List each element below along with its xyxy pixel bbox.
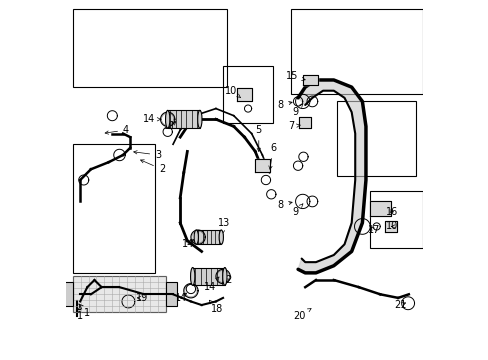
Polygon shape bbox=[384, 221, 396, 232]
Text: 9: 9 bbox=[291, 204, 302, 217]
Polygon shape bbox=[303, 75, 317, 85]
Text: 8: 8 bbox=[277, 100, 291, 110]
Bar bbox=[369, 191, 422, 248]
Ellipse shape bbox=[197, 111, 202, 128]
Text: 20: 20 bbox=[292, 309, 310, 321]
Text: 11: 11 bbox=[164, 121, 176, 131]
Text: 19: 19 bbox=[136, 293, 148, 303]
Text: 13: 13 bbox=[218, 218, 230, 234]
Bar bbox=[73, 144, 155, 273]
Polygon shape bbox=[298, 117, 311, 128]
Bar bbox=[196, 230, 221, 244]
Bar bbox=[73, 276, 165, 312]
Ellipse shape bbox=[190, 267, 194, 285]
Text: 14: 14 bbox=[175, 293, 187, 303]
Bar bbox=[223, 66, 272, 123]
Text: 12: 12 bbox=[221, 275, 233, 285]
Text: 4: 4 bbox=[105, 125, 129, 135]
Polygon shape bbox=[237, 88, 251, 100]
Text: 10: 10 bbox=[385, 221, 397, 231]
Text: 8: 8 bbox=[277, 200, 291, 210]
Polygon shape bbox=[369, 202, 390, 216]
Bar bbox=[290, 9, 422, 94]
Text: 3: 3 bbox=[133, 150, 161, 160]
Bar bbox=[192, 267, 224, 285]
Ellipse shape bbox=[219, 230, 223, 244]
Text: 5: 5 bbox=[255, 125, 262, 152]
Bar bbox=[337, 102, 415, 176]
Text: 17: 17 bbox=[367, 225, 380, 235]
Text: 9: 9 bbox=[291, 104, 302, 117]
Polygon shape bbox=[255, 159, 269, 172]
Text: 18: 18 bbox=[209, 300, 223, 314]
Text: 6: 6 bbox=[268, 143, 276, 169]
Text: 10: 10 bbox=[224, 86, 240, 98]
Text: 14: 14 bbox=[182, 239, 194, 249]
Ellipse shape bbox=[165, 111, 169, 128]
Text: 16: 16 bbox=[385, 207, 397, 217]
Ellipse shape bbox=[222, 267, 226, 285]
Bar bbox=[192, 267, 224, 285]
Polygon shape bbox=[298, 80, 365, 273]
Bar bbox=[167, 111, 200, 128]
Text: 14: 14 bbox=[142, 114, 161, 124]
Text: 15: 15 bbox=[285, 71, 305, 81]
Bar bbox=[165, 282, 176, 306]
Bar bbox=[73, 9, 226, 87]
Bar bbox=[62, 282, 73, 306]
Bar bbox=[167, 111, 200, 128]
Text: 2: 2 bbox=[141, 160, 164, 174]
Text: 21: 21 bbox=[394, 300, 406, 310]
Text: 14: 14 bbox=[203, 277, 219, 292]
Ellipse shape bbox=[194, 230, 198, 244]
Text: 7: 7 bbox=[287, 121, 300, 131]
Bar bbox=[196, 230, 221, 244]
Text: 1: 1 bbox=[77, 305, 83, 321]
Text: 1: 1 bbox=[79, 304, 90, 318]
